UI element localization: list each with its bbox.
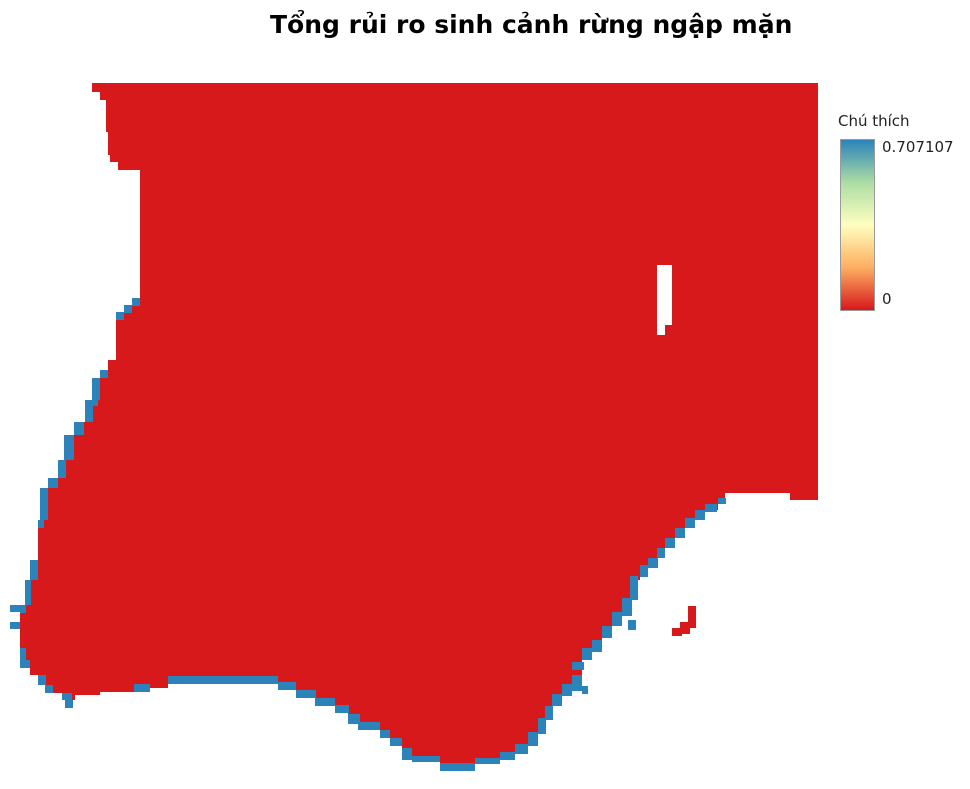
high-risk-cell [38, 675, 46, 685]
high-risk-cell [602, 626, 612, 638]
high-risk-cell [10, 605, 20, 612]
high-risk-cell [572, 662, 584, 670]
legend-min-label: 0 [882, 290, 892, 308]
high-risk-cell [92, 400, 98, 406]
high-risk-cell [622, 598, 632, 616]
high-risk-cell [25, 580, 31, 605]
high-risk-cell [62, 693, 72, 700]
legend-title: Chú thích [838, 112, 910, 130]
high-risk-cell [552, 694, 562, 706]
high-risk-cell [278, 682, 296, 690]
high-risk-cell [705, 504, 717, 512]
high-risk-cell [412, 756, 440, 762]
coastal-edge-layer [10, 298, 726, 771]
high-risk-cell [630, 576, 638, 600]
high-risk-cell [390, 738, 402, 746]
high-risk-cell [582, 648, 592, 660]
island-cell [672, 628, 682, 636]
high-risk-cell [538, 718, 546, 734]
high-risk-cell [134, 684, 150, 692]
high-risk-cell [500, 752, 515, 760]
legend-max-label: 0.707107 [882, 138, 954, 156]
high-risk-cell [315, 698, 335, 706]
high-risk-cell [628, 620, 636, 630]
high-risk-cell [100, 370, 108, 378]
high-risk-cell [45, 685, 53, 693]
island-cell [688, 606, 696, 628]
high-risk-cell [124, 305, 132, 313]
high-risk-cell [65, 700, 73, 708]
high-risk-cell [58, 460, 66, 478]
island-cell [680, 622, 690, 634]
high-risk-cell [38, 520, 44, 528]
high-risk-cell [612, 612, 622, 626]
high-risk-cell [358, 722, 380, 730]
high-risk-cell [48, 478, 58, 488]
legend-color-ramp [840, 139, 875, 311]
high-risk-cell [582, 686, 588, 694]
high-risk-cell [296, 690, 316, 698]
high-risk-cell [20, 648, 26, 668]
map-title: Tổng rủi ro sinh cảnh rừng ngập mặn [270, 10, 793, 39]
high-risk-cell [85, 400, 93, 422]
raster-layer [20, 83, 818, 765]
high-risk-cell [592, 640, 602, 652]
high-risk-cell [545, 706, 553, 720]
high-risk-cell [440, 763, 475, 771]
no-data-gap [657, 265, 672, 335]
high-risk-cell [665, 538, 675, 548]
high-risk-cell [22, 660, 30, 668]
high-risk-cell [40, 488, 48, 520]
high-risk-cell [92, 378, 100, 400]
high-risk-cell [380, 730, 390, 738]
high-risk-cell [132, 298, 140, 306]
high-risk-cell [648, 558, 658, 568]
high-risk-cell [348, 714, 360, 724]
high-risk-cell [116, 312, 124, 320]
high-risk-cell [572, 675, 582, 691]
high-risk-cell [640, 565, 648, 577]
high-risk-cell [64, 435, 74, 460]
high-risk-cell [168, 676, 278, 684]
high-risk-cell [402, 748, 412, 760]
high-risk-cell [657, 548, 665, 558]
high-risk-cell [30, 560, 38, 580]
high-risk-cell [10, 622, 20, 629]
high-risk-cell [335, 705, 349, 713]
high-risk-cell [74, 422, 84, 435]
high-risk-cell [20, 605, 26, 613]
high-risk-cell [675, 528, 685, 538]
zero-risk-area [20, 83, 818, 765]
high-risk-cell [528, 732, 538, 746]
high-risk-cell [562, 684, 572, 696]
high-risk-cell [515, 744, 528, 754]
legend: Chú thích 0.707107 0 [838, 112, 968, 317]
high-risk-cell [718, 498, 726, 504]
high-risk-cell [475, 758, 500, 764]
high-risk-cell [695, 510, 705, 520]
high-risk-cell [685, 518, 695, 528]
